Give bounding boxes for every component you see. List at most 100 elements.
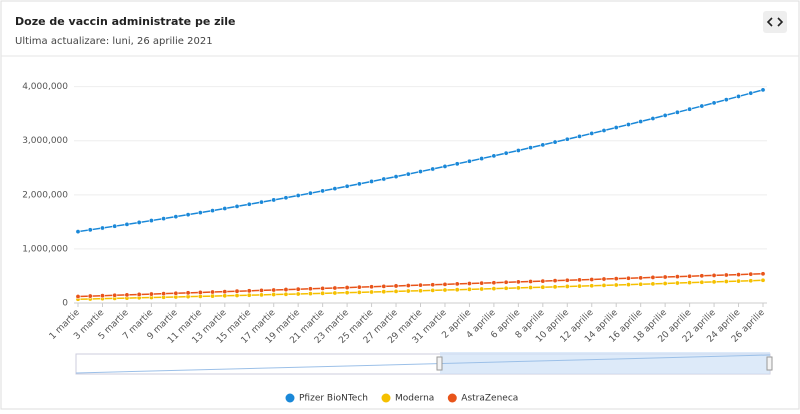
- data-point: [662, 274, 668, 280]
- legend-label[interactable]: Moderna: [395, 394, 434, 404]
- data-point: [454, 287, 460, 293]
- data-point: [405, 171, 411, 177]
- data-point: [552, 278, 558, 284]
- data-point: [99, 225, 105, 231]
- navigator-handle[interactable]: [766, 356, 773, 371]
- data-point: [638, 275, 644, 281]
- data-point: [760, 271, 766, 277]
- data-point: [674, 109, 680, 115]
- data-point: [491, 280, 497, 286]
- data-point: [479, 156, 485, 162]
- data-point: [417, 282, 423, 288]
- data-point: [711, 272, 717, 278]
- data-point: [625, 275, 631, 281]
- data-point: [674, 280, 680, 286]
- data-point: [430, 287, 436, 293]
- navigator-window[interactable]: [440, 352, 770, 374]
- data-point: [503, 279, 509, 285]
- data-point: [699, 273, 705, 279]
- data-point: [699, 279, 705, 285]
- legend-label[interactable]: AstraZeneca: [461, 394, 518, 404]
- data-point: [528, 278, 534, 284]
- data-point: [442, 281, 448, 287]
- data-point: [332, 186, 338, 192]
- navigator[interactable]: [75, 352, 773, 375]
- data-point: [332, 290, 338, 296]
- data-point: [577, 133, 583, 139]
- data-point: [491, 286, 497, 292]
- data-point: [344, 285, 350, 291]
- data-point: [748, 90, 754, 96]
- data-point: [662, 112, 668, 118]
- y-tick-label: 1,000,000: [22, 244, 68, 254]
- data-point: [258, 287, 264, 293]
- data-point: [148, 291, 154, 297]
- data-point: [748, 278, 754, 284]
- data-point: [577, 283, 583, 289]
- code-button[interactable]: [763, 11, 787, 33]
- data-point: [222, 293, 228, 299]
- data-point: [760, 277, 766, 283]
- data-point: [271, 292, 277, 298]
- data-point: [393, 283, 399, 289]
- data-point: [246, 288, 252, 294]
- y-tick-label: 2,000,000: [22, 190, 68, 200]
- data-point: [687, 280, 693, 286]
- data-point: [577, 277, 583, 283]
- button-bg[interactable]: [763, 11, 787, 33]
- data-point: [760, 87, 766, 93]
- legend-marker[interactable]: [285, 393, 295, 403]
- legend-marker[interactable]: [381, 393, 391, 403]
- data-point: [271, 287, 277, 293]
- code-icon[interactable]: [766, 17, 784, 27]
- data-point: [528, 145, 534, 151]
- data-point: [258, 199, 264, 205]
- legend-label[interactable]: Pfizer BioNTech: [299, 394, 368, 404]
- data-point: [454, 281, 460, 287]
- data-point: [417, 169, 423, 175]
- data-point: [454, 161, 460, 167]
- data-point: [564, 283, 570, 289]
- data-point: [258, 292, 264, 298]
- data-point: [723, 272, 729, 278]
- data-point: [528, 285, 534, 291]
- data-point: [625, 122, 631, 128]
- data-point: [601, 276, 607, 282]
- data-point: [283, 287, 289, 293]
- data-point: [442, 287, 448, 293]
- data-point: [124, 221, 130, 227]
- data-point: [320, 285, 326, 291]
- data-point: [479, 280, 485, 286]
- data-point: [515, 147, 521, 153]
- data-point: [307, 190, 313, 196]
- data-point: [723, 97, 729, 103]
- data-point: [613, 276, 619, 282]
- navigator-trend: [75, 354, 771, 374]
- data-point: [185, 290, 191, 296]
- y-tick-label: 0: [62, 299, 68, 309]
- data-point: [197, 289, 203, 295]
- navigator-handle[interactable]: [436, 356, 443, 371]
- data-point: [112, 292, 118, 298]
- data-point: [356, 289, 362, 295]
- data-point: [711, 279, 717, 285]
- data-point: [699, 103, 705, 109]
- data-point: [332, 285, 338, 291]
- data-point: [234, 203, 240, 209]
- data-point: [320, 188, 326, 194]
- data-point: [381, 176, 387, 182]
- legend-marker[interactable]: [447, 393, 457, 403]
- data-point: [295, 291, 301, 297]
- data-point: [405, 288, 411, 294]
- data-point: [650, 115, 656, 121]
- data-point: [564, 277, 570, 283]
- data-point: [662, 280, 668, 286]
- data-point: [638, 281, 644, 287]
- data-point: [136, 291, 142, 297]
- data-point: [430, 282, 436, 288]
- data-point: [687, 106, 693, 112]
- data-point: [564, 136, 570, 142]
- data-point: [210, 293, 216, 299]
